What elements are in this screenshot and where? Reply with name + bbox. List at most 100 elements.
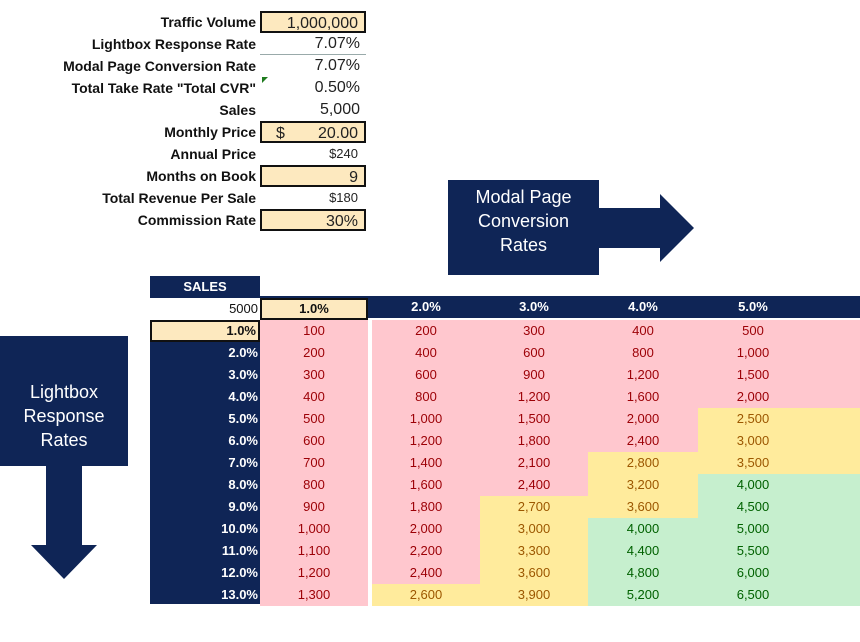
- table-cell: 4,000: [588, 518, 698, 540]
- table-cell: 5,200: [588, 584, 698, 606]
- row-header: 1.0%: [150, 320, 260, 342]
- table-cell: 3,000: [480, 518, 588, 540]
- table-cell: 2,400: [480, 474, 588, 496]
- table-cell: 1,800: [480, 430, 588, 452]
- table-cell: 400: [372, 342, 480, 364]
- input-value: 0.50%: [314, 79, 360, 96]
- table-cell: 6,500: [698, 584, 860, 606]
- cell-value: 3,600: [517, 565, 551, 580]
- table-cell: 600: [372, 364, 480, 386]
- table-cell: 800: [260, 474, 368, 496]
- cell-value: 5,500: [736, 543, 770, 558]
- cell-value: 700: [303, 455, 325, 470]
- cell-value: 2,400: [517, 477, 551, 492]
- table-cell: 1,200: [260, 562, 368, 584]
- cell-value: 2,600: [409, 587, 443, 602]
- cell-value: 400: [303, 389, 325, 404]
- cell-value: 4,000: [736, 477, 770, 492]
- cell-value: 1,100: [297, 543, 331, 558]
- cell-value: 6,500: [736, 587, 770, 602]
- row-header: 7.0%: [228, 455, 258, 470]
- input-label: Annual Price: [170, 146, 256, 162]
- table-cell: 1,600: [588, 386, 698, 408]
- input-label: Lightbox Response Rate: [91, 36, 256, 52]
- cell-value: 500: [303, 411, 325, 426]
- cell-value: 200: [415, 323, 437, 338]
- input-value[interactable]: 1,000,000: [260, 11, 366, 33]
- column-header: 4.0%: [628, 299, 658, 314]
- cell-value: 1,800: [517, 433, 551, 448]
- cell-value: 1,000: [297, 521, 331, 536]
- table-cell: 2,400: [372, 562, 480, 584]
- table-cell: 900: [480, 364, 588, 386]
- table-cell: 3,500: [698, 452, 860, 474]
- cell-value: 3,300: [517, 543, 551, 558]
- cell-value: 3,900: [517, 587, 551, 602]
- table-cell: 3,600: [588, 496, 698, 518]
- table-cell: 1,300: [260, 584, 368, 606]
- input-label: Sales: [219, 102, 256, 118]
- table-cell: 500: [698, 320, 860, 342]
- column-header-band: [260, 296, 860, 318]
- cell-value: 600: [303, 433, 325, 448]
- modal-callout-line2: Conversion: [477, 211, 570, 231]
- table-cell: 1,500: [480, 408, 588, 430]
- table-cell: 4,500: [698, 496, 860, 518]
- cell-value: 1,200: [409, 433, 443, 448]
- table-cell: 3,900: [480, 584, 588, 606]
- table-cell: 1,200: [372, 430, 480, 452]
- table-cell: 200: [260, 342, 368, 364]
- cell-value: 2,500: [736, 411, 770, 426]
- input-value[interactable]: 9: [260, 165, 366, 187]
- table-cell: 3,000: [698, 430, 860, 452]
- cell-value: 1,500: [517, 411, 551, 426]
- row-header: 4.0%: [228, 389, 258, 404]
- cell-value: 900: [303, 499, 325, 514]
- cell-value: 1,000: [409, 411, 443, 426]
- comment-marker-icon: [262, 77, 268, 83]
- cell-value: 600: [523, 345, 545, 360]
- row-header: 10.0%: [221, 521, 258, 536]
- table-cell: 400: [260, 386, 368, 408]
- table-cell: 6,000: [698, 562, 860, 584]
- cell-value: 2,200: [409, 543, 443, 558]
- cell-value: 2,000: [626, 411, 660, 426]
- table-cell: 100: [260, 320, 368, 342]
- row-header: 11.0%: [221, 543, 258, 558]
- table-cell: 2,000: [698, 386, 860, 408]
- modal-callout-box: [448, 180, 599, 275]
- cell-value: 5,200: [626, 587, 660, 602]
- table-corner-value: 5000: [229, 301, 258, 316]
- table-cell: 1,500: [698, 364, 860, 386]
- row-header: 9.0%: [228, 499, 258, 514]
- table-cell: 200: [372, 320, 480, 342]
- cell-value: 800: [415, 389, 437, 404]
- cell-value: 4,400: [626, 543, 660, 558]
- cell-value: 2,000: [409, 521, 443, 536]
- cell-value: 300: [523, 323, 545, 338]
- row-header: 8.0%: [228, 477, 258, 492]
- table-cell: 2,400: [588, 430, 698, 452]
- input-value: 5,000: [319, 101, 360, 118]
- row-header: 6.0%: [228, 433, 258, 448]
- cell-value: 1,500: [736, 367, 770, 382]
- input-label: Traffic Volume: [160, 14, 256, 30]
- input-value[interactable]: 30%: [260, 209, 366, 231]
- cell-value: 500: [742, 323, 764, 338]
- table-cell: 400: [588, 320, 698, 342]
- cell-value: 400: [415, 345, 437, 360]
- cell-value: 4,800: [626, 565, 660, 580]
- cell-value: 2,400: [409, 565, 443, 580]
- table-cell: 1,600: [372, 474, 480, 496]
- table-cell: 2,600: [372, 584, 480, 606]
- column-header: 3.0%: [519, 299, 549, 314]
- input-value[interactable]: $20.00: [260, 121, 366, 143]
- column-header: 1.0%: [260, 298, 368, 320]
- table-cell: 700: [260, 452, 368, 474]
- input-value: $240: [329, 146, 358, 161]
- input-label: Modal Page Conversion Rate: [63, 58, 256, 74]
- cell-value: 5,000: [736, 521, 770, 536]
- cell-value: 4,500: [736, 499, 770, 514]
- input-label: Monthly Price: [164, 124, 256, 140]
- cell-value: 3,200: [626, 477, 660, 492]
